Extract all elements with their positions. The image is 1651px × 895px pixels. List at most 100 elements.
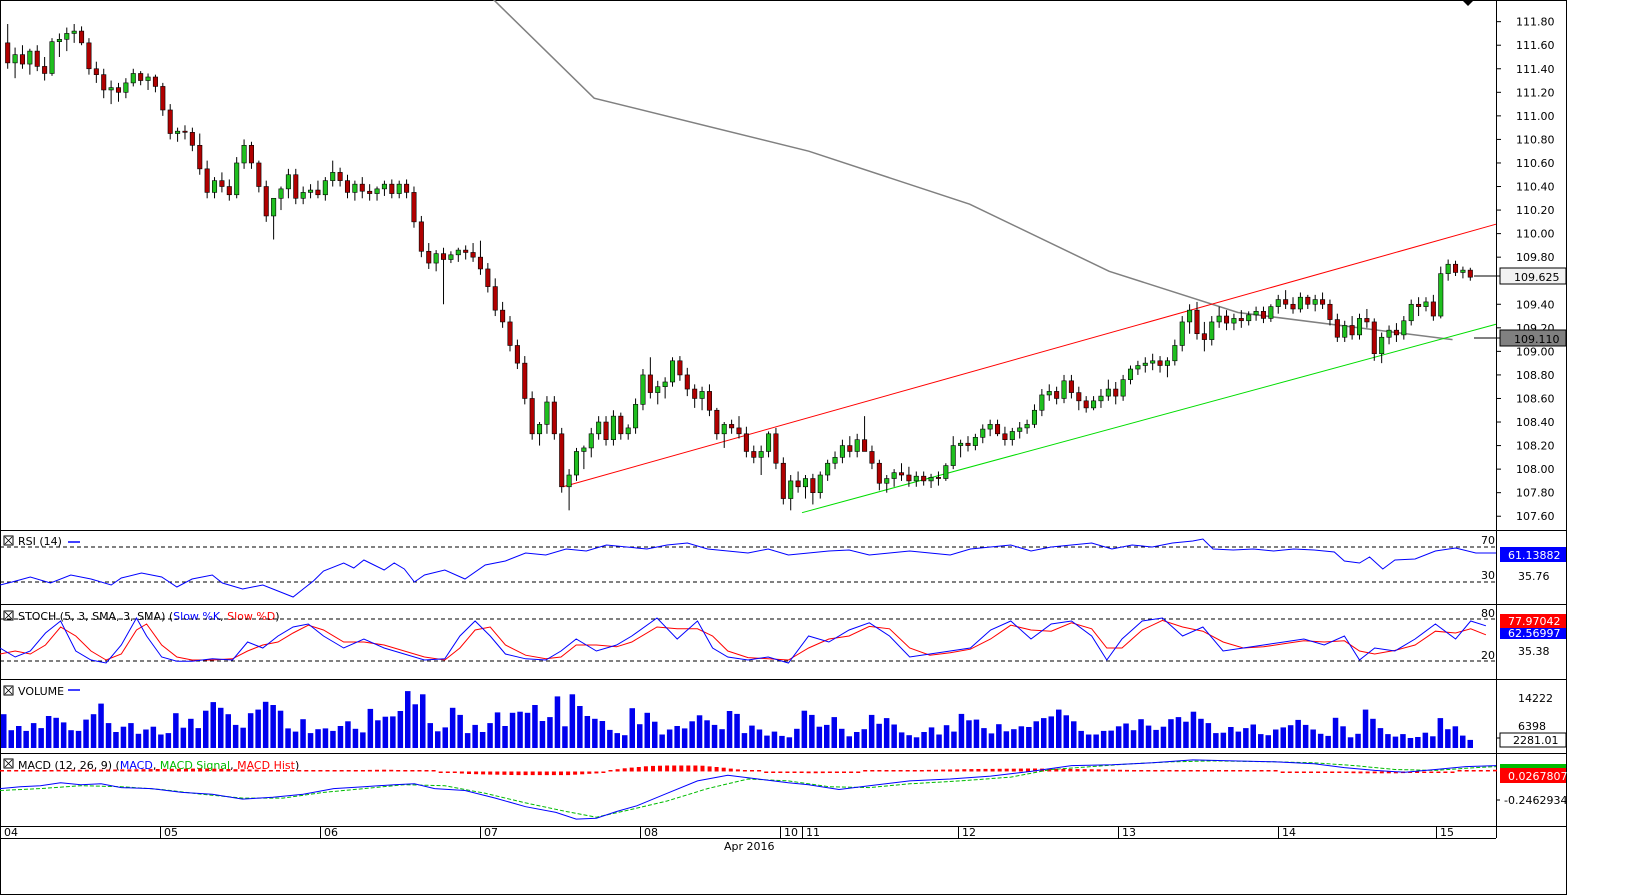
volume-bar xyxy=(255,709,261,748)
volume-bar xyxy=(659,734,665,748)
macd-hist-bar xyxy=(799,771,804,773)
candle xyxy=(411,186,417,228)
volume-bar xyxy=(262,701,269,748)
volume-bar xyxy=(1026,727,1032,748)
macd-hist-bar xyxy=(311,770,316,772)
volume-bar xyxy=(1317,733,1324,748)
macd-hist-bar xyxy=(382,769,387,772)
volume-bar xyxy=(75,730,82,748)
volume-bar xyxy=(1130,730,1137,748)
volume-bar xyxy=(203,710,209,748)
macd-hist-bar xyxy=(403,770,408,772)
macd-hist-bar xyxy=(1316,771,1321,773)
volume-bar xyxy=(449,707,456,748)
macd-hist-bar xyxy=(580,771,585,775)
price-tick-label: 108.20 xyxy=(1516,440,1555,453)
price-tick-label: 111.60 xyxy=(1516,39,1555,52)
candle xyxy=(640,369,646,411)
macd-hist-bar xyxy=(842,771,846,773)
candle xyxy=(913,471,919,487)
time-tick-label: 04 xyxy=(4,826,18,839)
candle-body xyxy=(426,250,432,264)
candle xyxy=(1172,339,1178,366)
macd-hist-bar xyxy=(707,766,712,772)
macd-hist-bar xyxy=(1464,770,1469,772)
volume-bar xyxy=(622,735,628,748)
candle xyxy=(655,380,661,405)
collapse-arrow-icon[interactable] xyxy=(1462,0,1474,6)
candle xyxy=(330,160,336,187)
candle xyxy=(817,471,823,499)
candle-body xyxy=(1039,394,1045,411)
candle-body xyxy=(42,66,48,74)
macd-hist-bar xyxy=(332,770,337,772)
candle-body xyxy=(12,54,18,64)
candle-body xyxy=(1068,380,1074,393)
candle xyxy=(588,427,594,458)
candle xyxy=(1054,386,1060,405)
candle xyxy=(463,245,469,260)
candle xyxy=(1334,313,1340,342)
candle xyxy=(699,386,705,411)
candle-body xyxy=(943,465,949,479)
macd-hist-bar xyxy=(651,765,655,772)
macd-hist-bar xyxy=(360,770,365,772)
candle-body xyxy=(226,186,232,196)
macd-hist-bar xyxy=(445,771,450,773)
candle-body xyxy=(839,445,845,458)
moving-average-line xyxy=(492,0,1453,341)
stoch-title: STOCH (5, 3, SMA, 3, SMA) (Slow %K, Slow… xyxy=(18,610,280,623)
volume-bar xyxy=(509,712,516,748)
candle-body xyxy=(655,386,661,393)
candle-body xyxy=(1113,388,1119,397)
volume-value-box xyxy=(1499,732,1567,748)
time-tick-label: 07 xyxy=(484,826,498,839)
volume-bar xyxy=(1400,734,1406,748)
candle-body xyxy=(352,183,358,193)
candle-body xyxy=(1453,263,1459,273)
macd-hist-bar xyxy=(474,771,479,775)
candle xyxy=(573,447,580,481)
volume-bar xyxy=(337,726,344,748)
macd-hist-bar xyxy=(778,771,783,773)
candle xyxy=(832,451,838,470)
volume-bar xyxy=(420,694,426,748)
macd-hist-bar xyxy=(339,770,344,772)
candle xyxy=(352,180,358,201)
volume-bar xyxy=(517,711,523,748)
volume-bar xyxy=(1198,718,1204,748)
volume-bar xyxy=(128,723,134,748)
volume-bar xyxy=(1078,730,1084,748)
candle-body xyxy=(71,30,77,34)
macd-hist-bar xyxy=(1294,771,1299,773)
macd-hist-bar xyxy=(1443,771,1448,773)
macd-hist-bar xyxy=(516,771,521,776)
macd-hist-bar xyxy=(1386,771,1391,774)
month-label: Apr 2016 xyxy=(724,840,775,853)
candle xyxy=(802,475,808,499)
volume-bar xyxy=(1056,709,1062,748)
candle-body xyxy=(906,474,912,482)
candle-body xyxy=(544,401,550,425)
candle xyxy=(662,377,668,399)
candle xyxy=(529,391,535,440)
candle-body xyxy=(862,439,868,452)
candle xyxy=(1009,427,1015,446)
candle xyxy=(1024,419,1030,434)
volume-bar xyxy=(689,721,695,748)
candle xyxy=(950,436,956,470)
macd-hist-bar xyxy=(191,768,195,772)
macd-hist-bar xyxy=(42,770,47,772)
time-tick-label: 05 xyxy=(164,826,178,839)
volume-bar xyxy=(824,724,830,748)
candle xyxy=(684,367,690,397)
volume-bar xyxy=(1362,709,1369,748)
volume-bar xyxy=(1415,737,1421,748)
volume-tick-high: 14222 xyxy=(1518,692,1553,705)
candle-body xyxy=(581,447,587,452)
volume-bar xyxy=(435,731,441,748)
volume-bar xyxy=(120,726,127,748)
macd-hist-bar xyxy=(1309,771,1313,773)
candle xyxy=(596,416,602,440)
stoch-d-value-text: 77.97042 xyxy=(1508,615,1561,628)
